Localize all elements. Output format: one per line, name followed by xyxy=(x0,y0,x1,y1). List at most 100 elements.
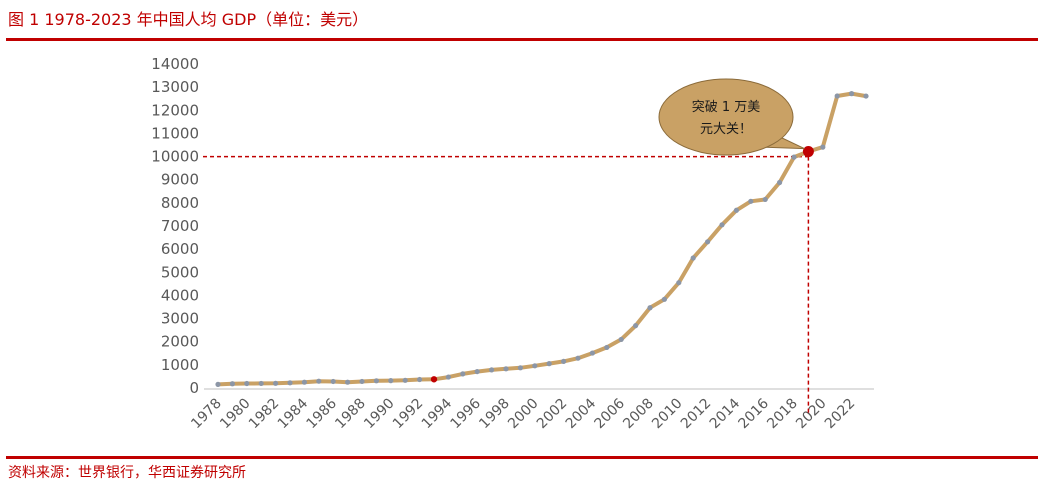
x-tick-label: 1988 xyxy=(332,396,369,433)
data-point xyxy=(330,378,336,385)
data-point xyxy=(863,93,869,99)
data-point xyxy=(244,380,250,387)
data-point xyxy=(532,363,538,369)
x-tick-label: 1982 xyxy=(246,396,283,433)
plot-area xyxy=(215,91,869,387)
y-axis: 0 1000 2000 3000 4000 5000 6000 7000 8000 9000 100… xyxy=(151,55,199,397)
y-tick-label: 3000 xyxy=(161,310,199,328)
data-point xyxy=(633,323,639,329)
data-point xyxy=(273,380,279,386)
data-point xyxy=(733,207,740,213)
x-tick-label: 1980 xyxy=(217,396,254,433)
x-tick-label: 2016 xyxy=(736,395,773,432)
x-tick-label: 1978 xyxy=(188,396,225,433)
data-point xyxy=(777,179,783,186)
data-point xyxy=(445,374,451,380)
x-tick-label: 2020 xyxy=(793,396,830,433)
data-point xyxy=(546,361,552,367)
data-point xyxy=(417,376,423,383)
figure-label: 图 1 xyxy=(8,10,40,29)
x-axis: 1978198019821984198619881990199219941996… xyxy=(188,388,874,433)
bottom-rule xyxy=(6,456,1038,459)
data-point xyxy=(834,93,840,99)
callout-text-line2: 元大关！ xyxy=(700,122,752,137)
x-tick-label: 2012 xyxy=(678,396,715,433)
data-point xyxy=(748,198,754,204)
x-tick-label: 2002 xyxy=(534,396,571,433)
source-note: 资料来源：世界银行，华西证券研究所 xyxy=(8,465,246,481)
y-tick-label: 1000 xyxy=(161,356,199,374)
y-tick-label: 4000 xyxy=(161,286,199,304)
x-tick-label: 1994 xyxy=(419,395,456,432)
x-tick-label: 2000 xyxy=(505,396,542,433)
x-tick-label: 2006 xyxy=(592,395,629,432)
data-point xyxy=(762,196,768,203)
data-point xyxy=(705,239,711,245)
breakthrough-point xyxy=(802,146,814,158)
figure-title-text: 1978-2023 年中国人均 GDP（单位：美元） xyxy=(44,10,369,29)
data-point xyxy=(575,355,581,361)
x-tick-label: 1984 xyxy=(275,395,312,432)
x-tick-label: 1996 xyxy=(448,395,485,432)
highlight-point xyxy=(430,376,438,383)
data-point xyxy=(604,344,610,351)
y-tick-label: 6000 xyxy=(161,240,199,258)
data-point xyxy=(618,336,624,343)
x-tick-label: 1998 xyxy=(476,396,513,433)
data-point xyxy=(589,350,596,356)
data-point xyxy=(820,144,826,150)
y-tick-label: 5000 xyxy=(161,263,199,281)
x-tick-label: 2004 xyxy=(563,395,600,432)
x-tick-label: 2018 xyxy=(764,396,801,433)
data-point xyxy=(258,380,264,387)
data-point xyxy=(474,368,480,375)
callout-text-line1: 突破 1 万美 xyxy=(692,99,761,115)
data-point xyxy=(229,381,235,387)
top-rule xyxy=(6,38,1038,41)
data-point xyxy=(503,366,509,372)
y-tick-label: 0 xyxy=(189,379,199,397)
x-tick-label: 1986 xyxy=(304,395,341,432)
data-point xyxy=(517,365,524,371)
data-point xyxy=(287,380,293,386)
data-point xyxy=(489,367,495,373)
y-tick-label: 10000 xyxy=(151,148,199,166)
x-tick-label: 2014 xyxy=(707,395,744,432)
data-point xyxy=(359,378,365,385)
y-tick-label: 13000 xyxy=(151,78,199,96)
y-tick-label: 2000 xyxy=(161,333,199,351)
gdp-series-line xyxy=(216,91,868,387)
y-tick-label: 7000 xyxy=(161,217,199,235)
data-point xyxy=(676,280,682,286)
reference-lines xyxy=(203,155,810,414)
y-tick-label: 9000 xyxy=(161,171,199,189)
data-point xyxy=(345,379,351,385)
data-point xyxy=(647,305,653,311)
x-tick-label: 1992 xyxy=(390,396,427,433)
data-point xyxy=(388,378,394,384)
y-tick-label: 12000 xyxy=(151,101,199,119)
data-point xyxy=(316,378,322,384)
data-point xyxy=(561,358,567,365)
y-tick-label: 14000 xyxy=(151,55,199,73)
callout-bubble xyxy=(658,78,794,156)
y-tick-label: 11000 xyxy=(151,124,199,142)
data-point xyxy=(690,255,696,261)
data-point xyxy=(849,91,855,97)
y-tick-label: 8000 xyxy=(161,194,199,212)
data-point xyxy=(791,154,797,160)
data-point xyxy=(460,371,466,377)
data-point xyxy=(661,296,668,302)
data-point xyxy=(402,377,408,383)
x-tick-label: 2008 xyxy=(620,396,657,433)
data-point xyxy=(719,222,725,228)
x-tick-label: 2022 xyxy=(822,396,859,433)
data-point xyxy=(301,379,307,385)
data-point xyxy=(373,378,379,384)
figure-title: 图 1 1978-2023 年中国人均 GDP（单位：美元） xyxy=(8,6,368,30)
x-tick-label: 1990 xyxy=(361,396,398,433)
x-tick-label: 2010 xyxy=(649,396,686,433)
data-point xyxy=(215,381,221,387)
